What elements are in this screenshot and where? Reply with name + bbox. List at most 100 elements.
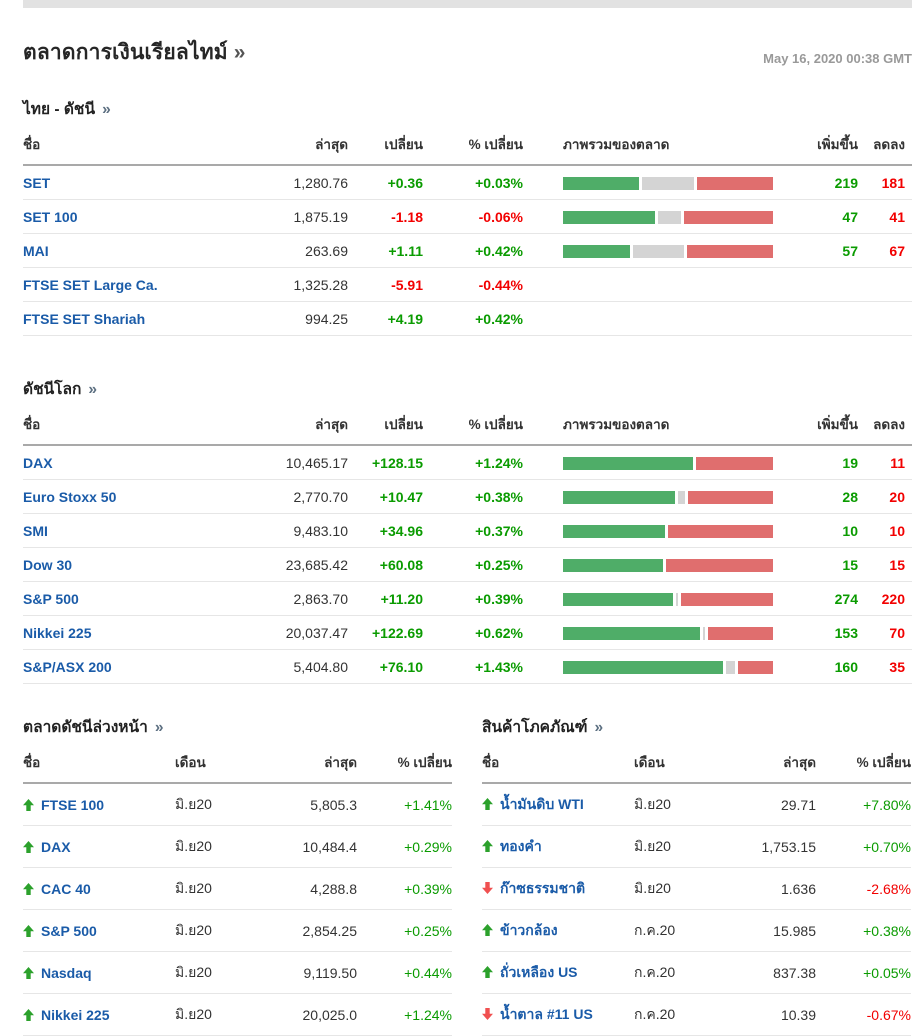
section-title-world-indices[interactable]: ดัชนีโลก » <box>23 376 912 401</box>
advancers-bar-segment <box>563 524 666 538</box>
instrument-name-cell: Dow 30 <box>23 547 253 582</box>
advancers-bar-segment <box>563 660 724 674</box>
instrument-link[interactable]: Nikkei 225 <box>41 1007 110 1023</box>
decliners-count: 67 <box>858 233 912 268</box>
contract-month: มิ.ย20 <box>175 783 253 826</box>
contract-month: มิ.ย20 <box>634 867 712 910</box>
unchanged-bar-segment <box>678 490 685 504</box>
advancers-count <box>778 267 858 302</box>
market-overview-cell <box>523 199 778 234</box>
down-arrow-icon <box>482 882 493 894</box>
decliners-count: 10 <box>858 513 912 548</box>
last-value: 1,280.76 <box>253 165 348 200</box>
quote-row: Nasdaq มิ.ย20 9,119.50 +0.44% <box>23 951 452 994</box>
change-value: +0.36 <box>348 165 423 200</box>
quote-row: S&P 500 มิ.ย20 2,854.25 +0.25% <box>23 909 452 952</box>
table-header: ชื่อ เดือน ล่าสุด % เปลี่ยน <box>23 741 452 784</box>
market-overview-bar <box>563 592 773 606</box>
instrument-name-cell: Euro Stoxx 50 <box>23 479 253 514</box>
pct-change-value: +0.38% <box>423 479 523 514</box>
instrument-link[interactable]: SET <box>23 175 51 191</box>
up-arrow-icon <box>482 966 493 978</box>
up-arrow-icon <box>23 1009 34 1021</box>
instrument-link[interactable]: FTSE SET Large Ca. <box>23 277 158 293</box>
instrument-link[interactable]: S&P 500 <box>41 923 97 939</box>
index-row: SET 1,280.76 +0.36 +0.03% 219 181 <box>23 165 912 200</box>
instrument-name-cell: DAX <box>23 825 175 868</box>
decliners-count: 20 <box>858 479 912 514</box>
instrument-link[interactable]: Dow 30 <box>23 557 73 573</box>
last-value: 1,325.28 <box>253 267 348 302</box>
pct-change-value: +0.62% <box>423 615 523 650</box>
instrument-link[interactable]: น้ำตาล #11 US <box>500 1006 593 1022</box>
decliners-bar-segment <box>681 592 773 606</box>
decliners-bar-segment <box>687 490 773 504</box>
instrument-name-cell: ทองคำ <box>482 825 634 868</box>
section-title-index-futures[interactable]: ตลาดดัชนีล่วงหน้า » <box>23 714 452 739</box>
instrument-link[interactable]: ทองคำ <box>500 838 542 854</box>
instrument-link[interactable]: FTSE 100 <box>41 797 105 813</box>
instrument-name-cell: Nasdaq <box>23 951 175 994</box>
instrument-link[interactable]: SET 100 <box>23 209 78 225</box>
instrument-link[interactable]: Nasdaq <box>41 965 92 981</box>
contract-month: มิ.ย20 <box>175 867 253 910</box>
page-title[interactable]: ตลาดการเงินเรียลไทม์» <box>23 36 246 69</box>
instrument-name-cell: FTSE 100 <box>23 783 175 826</box>
instrument-link[interactable]: DAX <box>41 839 71 855</box>
instrument-link[interactable]: DAX <box>23 455 53 471</box>
instrument-link[interactable]: CAC 40 <box>41 881 91 897</box>
contract-month: ก.ค.20 <box>634 993 712 1036</box>
contract-month: มิ.ย20 <box>634 783 712 826</box>
last-value: 994.25 <box>253 301 348 336</box>
instrument-link[interactable]: SMI <box>23 523 48 539</box>
section-title-thai-indices[interactable]: ไทย - ดัชนี » <box>23 96 912 121</box>
change-value: +76.10 <box>348 649 423 684</box>
change-value: +10.47 <box>348 479 423 514</box>
instrument-link[interactable]: น้ำมันดิบ WTI <box>500 796 584 812</box>
instrument-name-cell: S&P 500 <box>23 581 253 616</box>
market-overview-bar <box>563 558 773 572</box>
market-overview-bar <box>563 524 773 538</box>
advancers-count: 19 <box>778 445 858 480</box>
decliners-bar-segment <box>684 210 773 224</box>
contract-month: ก.ค.20 <box>634 951 712 994</box>
quote-row: น้ำมันดิบ WTI มิ.ย20 29.71 +7.80% <box>482 783 911 826</box>
last-value: 10.39 <box>712 993 816 1036</box>
instrument-link[interactable]: ก๊าซธรรมชาติ <box>500 880 586 896</box>
double-chevron-icon: » <box>233 41 246 64</box>
bottom-sections: ตลาดดัชนีล่วงหน้า » ชื่อ เดือน ล่าสุด % เ… <box>23 714 912 1036</box>
change-value: -1.18 <box>348 199 423 234</box>
col-header-pct-change: % เปลี่ยน <box>357 741 452 784</box>
double-chevron-icon: » <box>88 381 98 398</box>
section-title-text: สินค้าโภคภัณฑ์ <box>482 719 588 736</box>
down-arrow-icon <box>482 1008 493 1020</box>
col-header-decliners: ลดลง <box>858 403 912 446</box>
last-value: 1,753.15 <box>712 825 816 868</box>
last-value: 10,484.4 <box>253 825 357 868</box>
instrument-link[interactable]: S&P/ASX 200 <box>23 659 112 675</box>
advancers-bar-segment <box>563 626 701 640</box>
instrument-link[interactable]: ข้าวกล้อง <box>500 922 558 938</box>
instrument-link[interactable]: ถั่วเหลือง US <box>500 964 578 980</box>
col-header-decliners: ลดลง <box>858 123 912 166</box>
instrument-name-cell: S&P 500 <box>23 909 175 952</box>
commodities-table: ชื่อ เดือน ล่าสุด % เปลี่ยน น้ำมันดิบ WT… <box>482 741 911 1036</box>
last-value: 2,863.70 <box>253 581 348 616</box>
instrument-name-cell: ถั่วเหลือง US <box>482 951 634 994</box>
last-value: 23,685.42 <box>253 547 348 582</box>
instrument-link[interactable]: FTSE SET Shariah <box>23 311 146 327</box>
section-title-commodities[interactable]: สินค้าโภคภัณฑ์ » <box>482 714 911 739</box>
advancers-bar-segment <box>563 244 631 258</box>
contract-month: มิ.ย20 <box>175 951 253 994</box>
last-value: 1.636 <box>712 867 816 910</box>
quote-row: ก๊าซธรรมชาติ มิ.ย20 1.636 -2.68% <box>482 867 911 910</box>
instrument-link[interactable]: S&P 500 <box>23 591 79 607</box>
instrument-link[interactable]: MAI <box>23 243 49 259</box>
advancers-bar-segment <box>563 176 639 190</box>
instrument-link[interactable]: Euro Stoxx 50 <box>23 489 117 505</box>
up-arrow-icon <box>23 967 34 979</box>
instrument-link[interactable]: Nikkei 225 <box>23 625 92 641</box>
last-value: 20,025.0 <box>253 993 357 1036</box>
col-header-change: เปลี่ยน <box>348 123 423 166</box>
decliners-bar-segment <box>708 626 773 640</box>
